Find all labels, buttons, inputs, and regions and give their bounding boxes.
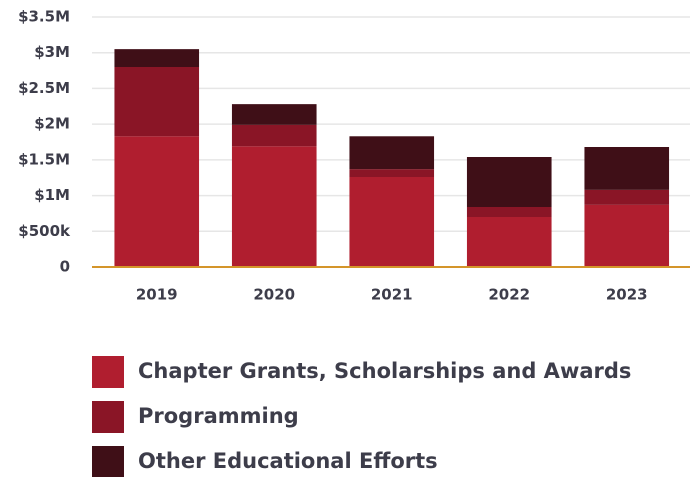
legend-label: Other Educational Efforts (138, 449, 438, 473)
bar-segment (231, 146, 317, 267)
x-tick-label: 2023 (606, 286, 648, 304)
legend-swatch (92, 356, 124, 388)
bar-segment (349, 136, 435, 170)
bar-segment (584, 147, 670, 190)
bar-segment (584, 189, 670, 205)
bar-segment (114, 67, 200, 137)
legend-swatch (92, 401, 124, 433)
legend-label: Programming (138, 404, 299, 428)
y-tick-label: $500k (18, 222, 71, 240)
bar-segment (349, 169, 435, 177)
x-tick-label: 2022 (488, 286, 530, 304)
bar-segment (466, 207, 552, 217)
legend-swatch (92, 446, 124, 477)
y-tick-label: $1M (34, 186, 70, 204)
y-tick-label: 0 (60, 258, 70, 276)
bar-segment (584, 204, 670, 267)
x-tick-label: 2021 (371, 286, 413, 304)
bar-segment (231, 104, 317, 125)
bar-segment (466, 157, 552, 207)
bar-segment (231, 124, 317, 147)
bar-segment (114, 49, 200, 67)
y-tick-label: $1.5M (18, 150, 70, 168)
bar-segment (349, 177, 435, 267)
bar-segment (114, 136, 200, 267)
y-tick-label: $2.5M (18, 79, 70, 97)
y-tick-label: $2M (34, 115, 70, 133)
x-tick-label: 2020 (253, 286, 295, 304)
legend-label: Chapter Grants, Scholarships and Awards (138, 359, 631, 383)
x-tick-label: 2019 (136, 286, 178, 304)
y-tick-label: $3M (34, 43, 70, 61)
y-tick-label: $3.5M (18, 8, 70, 26)
bar-segment (466, 217, 552, 267)
